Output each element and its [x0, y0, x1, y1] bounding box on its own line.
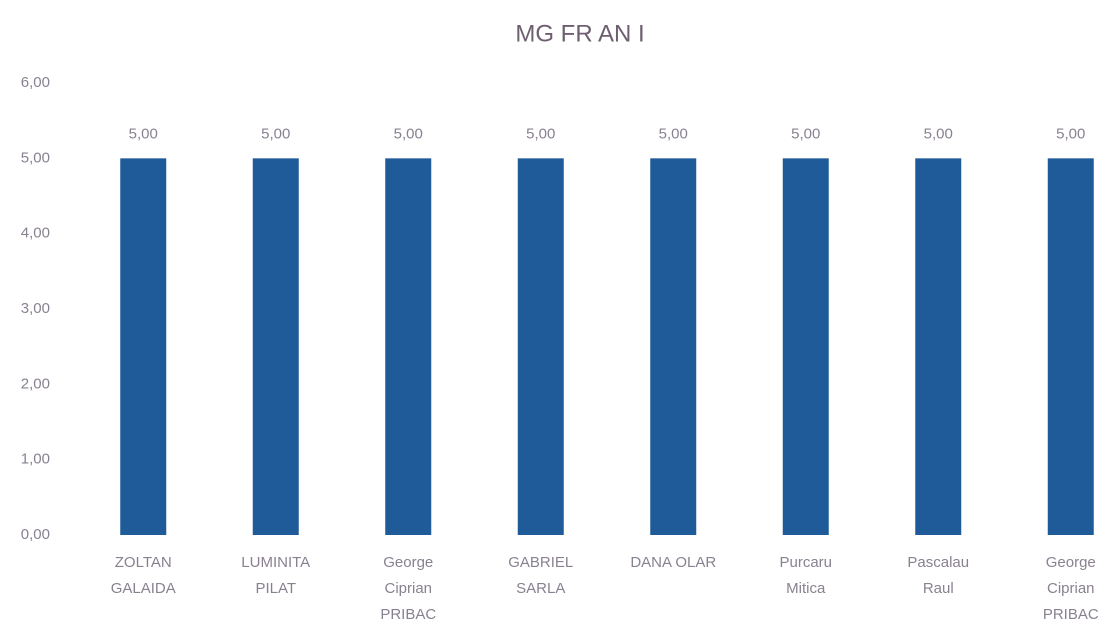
- bar: [252, 158, 299, 536]
- y-tick-label: 6,00: [21, 74, 50, 91]
- x-tick-label: LUMINITA PILAT: [241, 554, 310, 597]
- y-tick-label: 1,00: [21, 451, 50, 468]
- data-label: 5,00: [659, 125, 688, 142]
- x-tick-label: Pascalau Raul: [907, 554, 969, 597]
- x-tick-label: ZOLTAN GALAIDA: [111, 554, 176, 597]
- chart-title: MG FR AN I: [515, 20, 644, 47]
- x-tick-label: George Ciprian PRIBAC: [380, 554, 436, 623]
- x-tick-label: DANA OLAR: [630, 554, 716, 571]
- bar: [650, 158, 697, 536]
- y-tick-label: 2,00: [21, 375, 50, 392]
- x-tick-label: Purcaru Mitica: [779, 554, 832, 597]
- x-tick-label: GABRIEL SARLA: [508, 554, 573, 597]
- y-tick-label: 5,00: [21, 149, 50, 166]
- y-tick-label: 4,00: [21, 225, 50, 242]
- x-tick-label: George Ciprian PRIBAC: [1043, 554, 1099, 623]
- y-tick-label: 3,00: [21, 300, 50, 317]
- data-label: 5,00: [394, 125, 423, 142]
- bar: [1047, 158, 1094, 536]
- bar: [915, 158, 962, 536]
- data-label: 5,00: [129, 125, 158, 142]
- bar: [517, 158, 564, 536]
- bar: [385, 158, 432, 536]
- data-label: 5,00: [924, 125, 953, 142]
- data-label: 5,00: [261, 125, 290, 142]
- data-label: 5,00: [526, 125, 555, 142]
- y-tick-label: 0,00: [21, 526, 50, 543]
- data-label: 5,00: [1056, 125, 1085, 142]
- bar: [782, 158, 829, 536]
- data-label: 5,00: [791, 125, 820, 142]
- bar: [120, 158, 167, 536]
